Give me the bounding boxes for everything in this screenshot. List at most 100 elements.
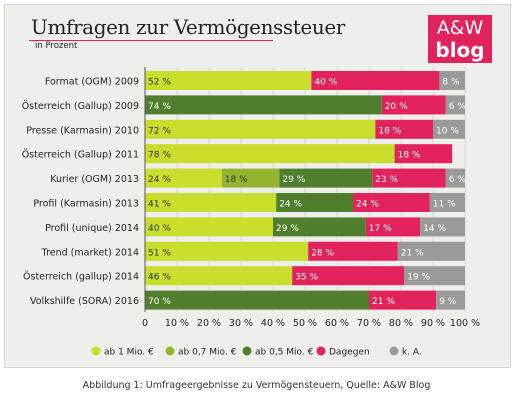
category-label: Kurier (OGM) 2013 (50, 174, 139, 185)
bar-segment (439, 71, 465, 90)
data-label: 8 % (442, 78, 460, 88)
x-tick-label: 90 % (421, 318, 445, 329)
logo-line2: blog (435, 38, 485, 62)
bar-segment (420, 217, 465, 237)
category-label: Österreich (Gallup) 2011 (22, 150, 139, 161)
data-label: 21 % (372, 297, 395, 307)
bar-segment (445, 95, 465, 115)
category-label: Presse (Karmasin) 2010 (26, 125, 139, 136)
bar-segment (375, 119, 433, 139)
data-label: 51 % (148, 248, 171, 258)
legend-label: ab 0,5 Mio. € (255, 348, 314, 358)
bar-segment (394, 144, 453, 164)
x-tick-label: 80 % (389, 318, 413, 329)
chart-subtitle: in Prozent (35, 41, 78, 51)
data-label: 6 % (449, 175, 467, 185)
data-label: 23 % (375, 175, 398, 185)
bar-segment (145, 193, 277, 212)
legend-label: k. A. (402, 348, 422, 358)
category-label: Österreich (Gallup) 2009 (22, 101, 139, 112)
bar-segment (145, 95, 382, 115)
data-label: 78 % (148, 151, 171, 161)
bar-segment (365, 217, 421, 237)
legend-swatch (165, 346, 175, 356)
x-tick-label: 20 % (197, 318, 221, 329)
bar-segment (145, 71, 312, 90)
data-label: 24 % (279, 200, 302, 210)
bar-segment (404, 266, 465, 286)
legend-label: ab 0,7 Mio. € (178, 348, 237, 358)
bar-segment (433, 119, 465, 139)
legend-label: ab 1 Mio. € (104, 348, 154, 358)
bar-segment (145, 241, 309, 261)
data-label: 9 % (439, 297, 457, 307)
data-label: 19 % (407, 273, 430, 283)
legend-swatch (91, 346, 101, 356)
x-tick-label: 10 % (165, 318, 189, 329)
bar-segment (145, 266, 293, 286)
data-label: 41 % (148, 200, 171, 210)
data-label: 14 % (423, 224, 446, 234)
x-tick-label: 100 % (450, 318, 480, 329)
figure-caption: Abbildung 1: Umfrageergebnisse zu Vermög… (82, 380, 431, 391)
legend-swatch (316, 346, 326, 356)
bar-segment (145, 217, 273, 237)
bar-segment (381, 95, 446, 115)
data-label: 35 % (295, 273, 318, 283)
category-label: Format (OGM) 2009 (45, 77, 139, 88)
bar-segment (145, 144, 395, 164)
bar-segment (221, 168, 280, 188)
bar-segment (369, 290, 437, 310)
x-tick-label: 0 (142, 318, 148, 329)
data-label: 46 % (148, 273, 171, 283)
data-label: 40 % (314, 78, 337, 88)
bar-segment (445, 168, 465, 188)
legend-swatch (389, 346, 399, 356)
bar-segment (276, 193, 353, 212)
bar-segment (311, 71, 440, 90)
data-label: 52 % (148, 78, 171, 88)
bar-segment (436, 290, 465, 310)
data-label: 10 % (436, 126, 459, 136)
data-label: 70 % (148, 297, 171, 307)
bar-segment (353, 193, 430, 212)
data-label: 24 % (148, 175, 171, 185)
data-label: 29 % (282, 175, 305, 185)
category-label: Volkshilfe (SORA) 2016 (30, 296, 139, 307)
chart-title: Umfragen zur Vermögenssteuer (31, 15, 345, 39)
x-tick-label: 30 % (229, 318, 253, 329)
legend-label: Dagegen (329, 348, 370, 358)
category-label: Profil (unique) 2014 (45, 223, 139, 234)
data-label: 21 % (401, 248, 424, 258)
logo-line1: A&W (436, 17, 484, 39)
legend-swatch (242, 346, 252, 356)
x-tick-label: 60 % (325, 318, 349, 329)
category-label: Profil (Karmasin) 2013 (33, 199, 139, 210)
bar-segment (145, 290, 369, 310)
data-label: 24 % (356, 200, 379, 210)
x-tick-label: 70 % (357, 318, 381, 329)
bar-segment (145, 119, 376, 139)
bar-segment (292, 266, 405, 286)
data-label: 18 % (378, 126, 401, 136)
data-label: 17 % (369, 224, 392, 234)
bar-segment (279, 168, 373, 188)
data-label: 18 % (398, 151, 421, 161)
data-label: 6 % (449, 102, 467, 112)
title-underline (29, 40, 273, 41)
bar-segment (372, 168, 446, 188)
data-label: 20 % (385, 102, 408, 112)
category-label: Österreich (gallup) 2014 (23, 272, 139, 283)
bar-segment (145, 168, 222, 188)
data-label: 40 % (148, 224, 171, 234)
data-label: 11 % (433, 200, 456, 210)
x-tick-label: 50 % (293, 318, 317, 329)
aw-blog-logo: A&W blog (428, 15, 492, 63)
data-label: 29 % (276, 224, 299, 234)
data-label: 18 % (225, 175, 248, 185)
bar-segment (273, 217, 366, 237)
bar-segment (429, 193, 465, 212)
bar-segment (397, 241, 465, 261)
data-label: 72 % (148, 126, 171, 136)
